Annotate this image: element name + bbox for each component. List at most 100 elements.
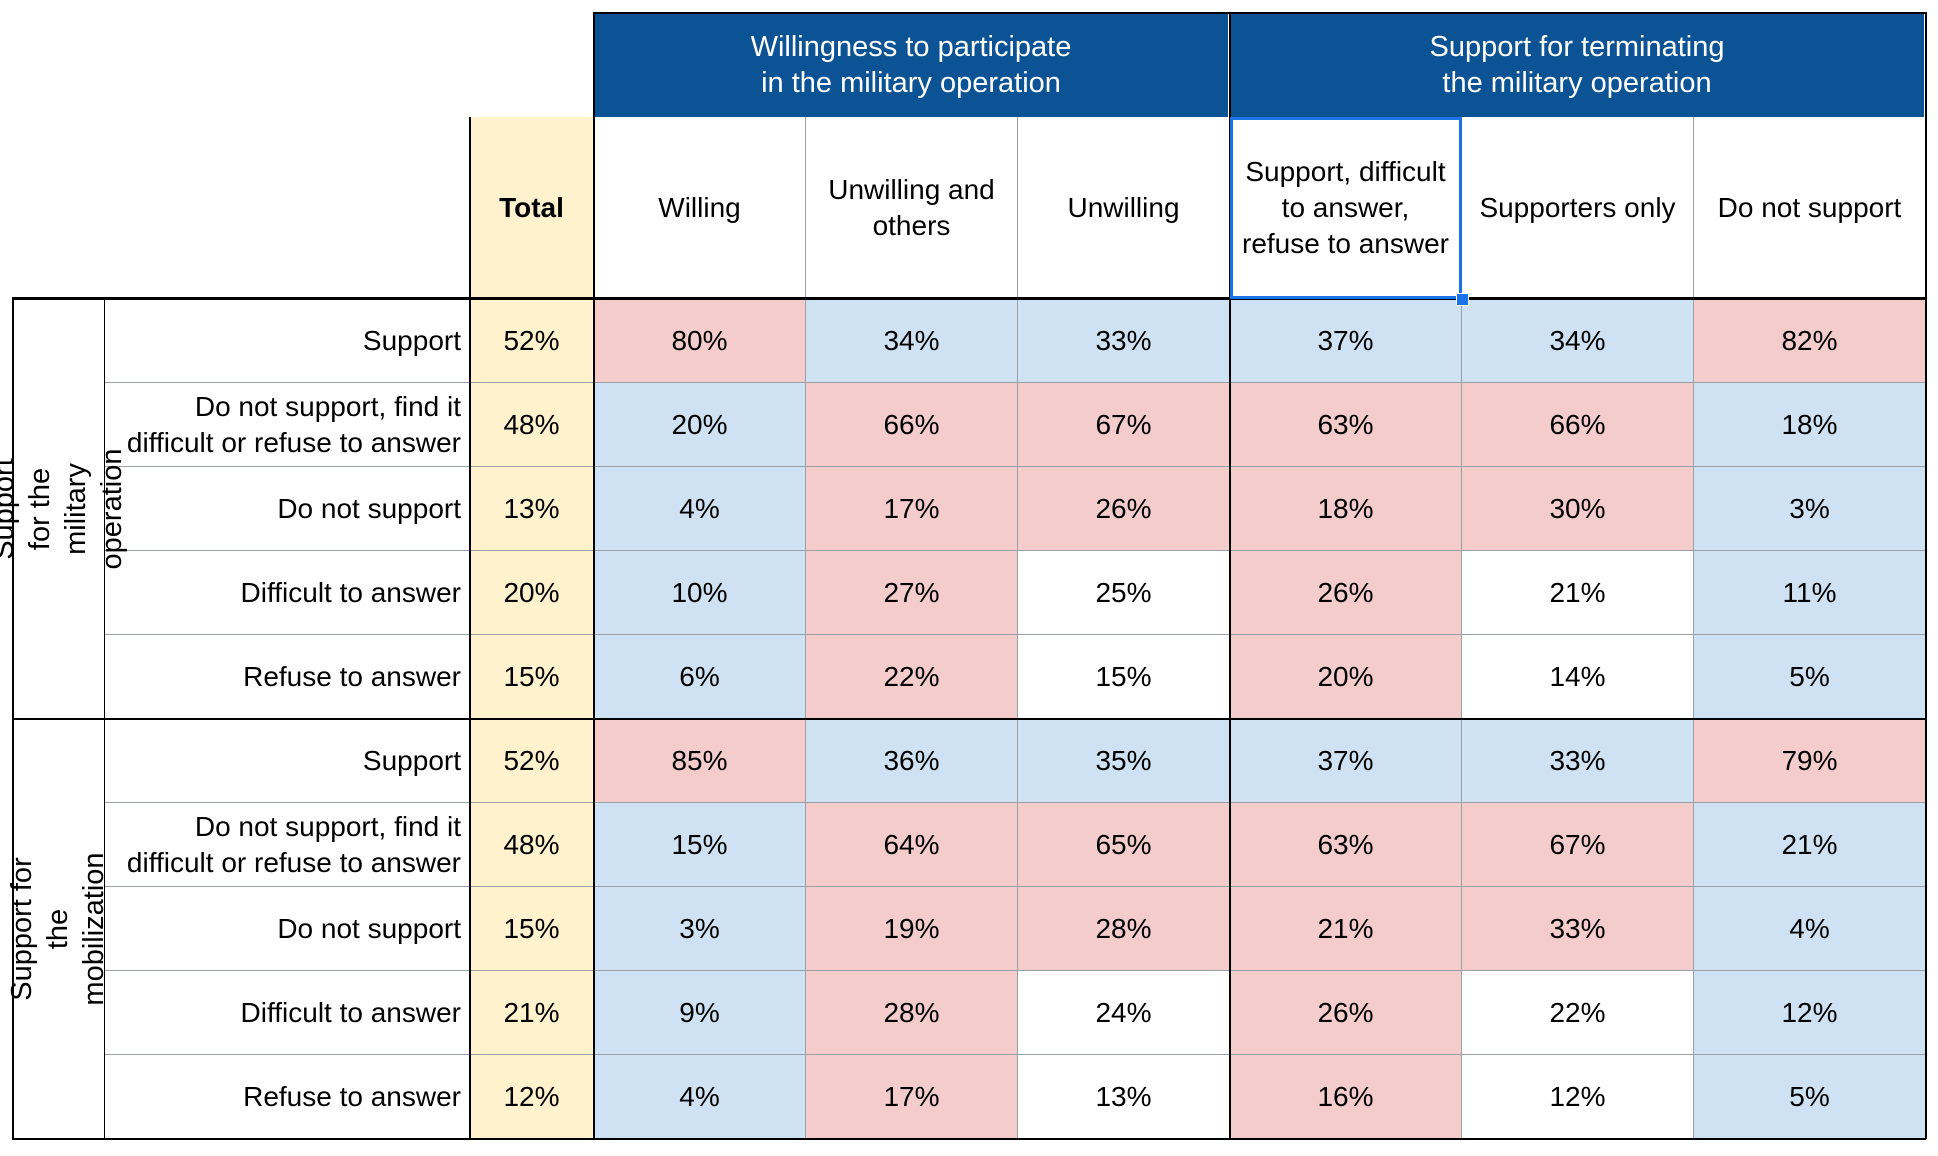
data-cell[interactable]: 18% [1230, 467, 1462, 551]
total-cell[interactable]: 15% [470, 635, 594, 719]
table-right-rule [1925, 12, 1927, 1139]
total-right-rule [593, 12, 595, 1139]
data-cell[interactable]: 67% [1462, 803, 1694, 887]
row-label[interactable]: Support [105, 299, 470, 383]
group-separator-rule [12, 718, 1926, 720]
data-cell[interactable]: 33% [1462, 719, 1694, 803]
data-cell[interactable]: 30% [1462, 467, 1694, 551]
row-group-label[interactable]: Support for the military operation [0, 299, 128, 719]
data-cell[interactable]: 4% [594, 1055, 806, 1139]
data-cell[interactable]: 15% [594, 803, 806, 887]
data-cell[interactable]: 14% [1462, 635, 1694, 719]
data-cell[interactable]: 4% [594, 467, 806, 551]
data-cell[interactable]: 67% [1018, 383, 1230, 467]
data-cell[interactable]: 9% [594, 971, 806, 1055]
data-cell[interactable]: 85% [594, 719, 806, 803]
data-cell[interactable]: 26% [1018, 467, 1230, 551]
data-cell[interactable]: 37% [1230, 299, 1462, 383]
data-cell[interactable]: 20% [1230, 635, 1462, 719]
data-cell[interactable]: 17% [806, 467, 1018, 551]
data-cell[interactable]: 33% [1462, 887, 1694, 971]
header-bottom-rule [12, 297, 1926, 300]
row-label[interactable]: Difficult to answer [105, 551, 470, 635]
row-label[interactable]: Support [105, 719, 470, 803]
data-cell[interactable]: 10% [594, 551, 806, 635]
data-cell[interactable]: 4% [1694, 887, 1926, 971]
data-cell[interactable]: 22% [806, 635, 1018, 719]
row-label[interactable]: Refuse to answer [105, 635, 470, 719]
total-cell[interactable]: 21% [470, 971, 594, 1055]
group-divider-rule [1229, 12, 1231, 1139]
row-label[interactable]: Refuse to answer [105, 1055, 470, 1139]
data-cell[interactable]: 21% [1694, 803, 1926, 887]
data-cell[interactable]: 13% [1018, 1055, 1230, 1139]
total-cell[interactable]: 13% [470, 467, 594, 551]
data-cell[interactable]: 15% [1018, 635, 1230, 719]
total-left-rule [469, 117, 471, 1139]
row-group-label-text: Support for the mobilization [6, 852, 110, 1006]
data-cell[interactable]: 11% [1694, 551, 1926, 635]
data-cell[interactable]: 22% [1462, 971, 1694, 1055]
data-cell[interactable]: 20% [594, 383, 806, 467]
data-cell[interactable]: 28% [1018, 887, 1230, 971]
total-cell[interactable]: 48% [470, 803, 594, 887]
data-cell[interactable]: 37% [1230, 719, 1462, 803]
data-cell[interactable]: 25% [1018, 551, 1230, 635]
total-cell[interactable]: 48% [470, 383, 594, 467]
data-cell[interactable]: 26% [1230, 971, 1462, 1055]
data-cell[interactable]: 3% [1694, 467, 1926, 551]
data-cell[interactable]: 34% [806, 299, 1018, 383]
column-group-header[interactable]: Support for terminating the military ope… [1230, 12, 1926, 117]
data-cell[interactable]: 27% [806, 551, 1018, 635]
total-cell[interactable]: 15% [470, 887, 594, 971]
data-cell[interactable]: 66% [1462, 383, 1694, 467]
data-cell[interactable]: 16% [1230, 1055, 1462, 1139]
total-cell[interactable]: 20% [470, 551, 594, 635]
data-cell[interactable]: 6% [594, 635, 806, 719]
column-header[interactable]: Do not support [1694, 117, 1926, 299]
total-cell[interactable]: 52% [470, 299, 594, 383]
data-cell[interactable]: 82% [1694, 299, 1926, 383]
column-header[interactable]: Supporters only [1462, 117, 1694, 299]
row-label[interactable]: Do not support [105, 887, 470, 971]
total-cell[interactable]: 52% [470, 719, 594, 803]
data-cell[interactable]: 63% [1230, 383, 1462, 467]
fill-handle[interactable] [1456, 293, 1469, 306]
data-cell[interactable]: 17% [806, 1055, 1018, 1139]
data-cell[interactable]: 12% [1462, 1055, 1694, 1139]
data-cell[interactable]: 19% [806, 887, 1018, 971]
column-header[interactable]: Unwilling [1018, 117, 1230, 299]
data-cell[interactable]: 65% [1018, 803, 1230, 887]
data-cell[interactable]: 5% [1694, 635, 1926, 719]
column-header[interactable]: Willing [594, 117, 806, 299]
data-cell[interactable]: 28% [806, 971, 1018, 1055]
data-cell[interactable]: 64% [806, 803, 1018, 887]
data-cell[interactable]: 34% [1462, 299, 1694, 383]
data-cell[interactable]: 18% [1694, 383, 1926, 467]
data-cell[interactable]: 63% [1230, 803, 1462, 887]
data-cell[interactable]: 66% [806, 383, 1018, 467]
row-label[interactable]: Do not support, find it difficult or ref… [105, 803, 470, 887]
table-bottom-rule [12, 1138, 1926, 1140]
data-cell[interactable]: 12% [1694, 971, 1926, 1055]
data-cell[interactable]: 24% [1018, 971, 1230, 1055]
row-label[interactable]: Do not support, find it difficult or ref… [105, 383, 470, 467]
row-label[interactable]: Do not support [105, 467, 470, 551]
column-header[interactable]: Support, difficult to answer, refuse to … [1230, 117, 1462, 299]
column-header[interactable]: Total [470, 117, 594, 299]
data-cell[interactable]: 21% [1462, 551, 1694, 635]
data-cell[interactable]: 80% [594, 299, 806, 383]
data-cell[interactable]: 35% [1018, 719, 1230, 803]
column-header[interactable]: Unwilling and others [806, 117, 1018, 299]
total-cell[interactable]: 12% [470, 1055, 594, 1139]
data-cell[interactable]: 26% [1230, 551, 1462, 635]
data-cell[interactable]: 5% [1694, 1055, 1926, 1139]
data-cell[interactable]: 3% [594, 887, 806, 971]
data-cell[interactable]: 21% [1230, 887, 1462, 971]
data-cell[interactable]: 33% [1018, 299, 1230, 383]
column-group-header[interactable]: Willingness to participate in the milita… [594, 12, 1230, 117]
row-label[interactable]: Difficult to answer [105, 971, 470, 1055]
data-cell[interactable]: 36% [806, 719, 1018, 803]
row-group-label[interactable]: Support for the mobilization [6, 719, 110, 1139]
data-cell[interactable]: 79% [1694, 719, 1926, 803]
